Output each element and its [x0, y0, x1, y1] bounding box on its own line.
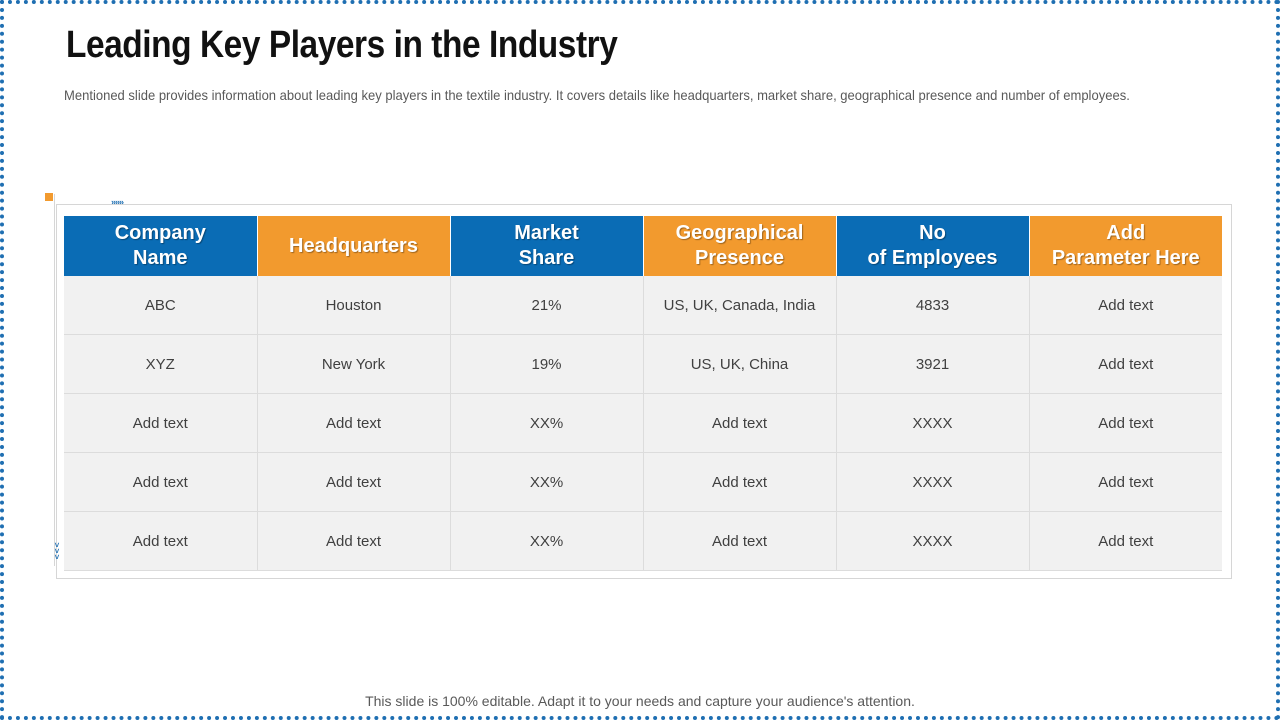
header-company-name: Company Name: [64, 216, 258, 276]
table-cell: Add text: [643, 452, 837, 512]
table-cell: Add text: [1029, 452, 1222, 512]
footer-note: This slide is 100% editable. Adapt it to…: [365, 693, 915, 709]
table-cell: Add text: [643, 511, 837, 571]
table-cell: ABC: [64, 276, 258, 335]
table-cell: XXXX: [836, 452, 1030, 512]
table-cell: US, UK, China: [643, 334, 837, 394]
table-row: ABC Houston 21% US, UK, Canada, India 48…: [64, 276, 1222, 335]
table-cell: Add text: [1029, 276, 1222, 335]
table-cell: Add text: [1029, 511, 1222, 571]
table-row: Add text Add text XX% Add text XXXX Add …: [64, 511, 1222, 571]
table-cell: Add text: [64, 452, 258, 512]
header-add-parameter: Add Parameter Here: [1029, 216, 1222, 276]
table-row: Add text Add text XX% Add text XXXX Add …: [64, 452, 1222, 512]
header-no-of-employees: No of Employees: [836, 216, 1030, 276]
table-row: XYZ New York 19% US, UK, China 3921 Add …: [64, 334, 1222, 394]
header-market-share: Market Share: [450, 216, 644, 276]
table-cell: XXXX: [836, 511, 1030, 571]
table-cell: XX%: [450, 452, 644, 512]
table-cell: XX%: [450, 511, 644, 571]
table-cell: Add text: [1029, 393, 1222, 453]
slide-title: Leading Key Players in the Industry: [66, 24, 618, 66]
table-cell: XX%: [450, 393, 644, 453]
table-cell: Add text: [257, 511, 451, 571]
table-cell: US, UK, Canada, India: [643, 276, 837, 335]
table-cell: XYZ: [64, 334, 258, 394]
chevron-right-icon: »»»: [111, 197, 124, 207]
table-cell: Add text: [1029, 334, 1222, 394]
table-cell: Add text: [643, 393, 837, 453]
table-cell: Add text: [64, 511, 258, 571]
table-cell: XXXX: [836, 393, 1030, 453]
table-cell: Add text: [64, 393, 258, 453]
slide-subtitle: Mentioned slide provides information abo…: [64, 87, 1130, 103]
table-cell: Houston: [257, 276, 451, 335]
chevron-down-icon: ˅ ˅ ˅: [54, 541, 60, 562]
header-headquarters: Headquarters: [257, 216, 451, 276]
accent-line: [54, 194, 55, 566]
table-row: Add text Add text XX% Add text XXXX Add …: [64, 393, 1222, 453]
table-header-row: Company Name Headquarters Market Share G…: [64, 216, 1222, 276]
table-cell: Add text: [257, 393, 451, 453]
header-geographical-presence: Geographical Presence: [643, 216, 837, 276]
key-players-table: Company Name Headquarters Market Share G…: [64, 216, 1222, 571]
table-cell: New York: [257, 334, 451, 394]
table-cell: 4833: [836, 276, 1030, 335]
table-cell: 3921: [836, 334, 1030, 394]
table-cell: Add text: [257, 452, 451, 512]
table-cell: 21%: [450, 276, 644, 335]
table-cell: 19%: [450, 334, 644, 394]
accent-square: [45, 193, 53, 201]
